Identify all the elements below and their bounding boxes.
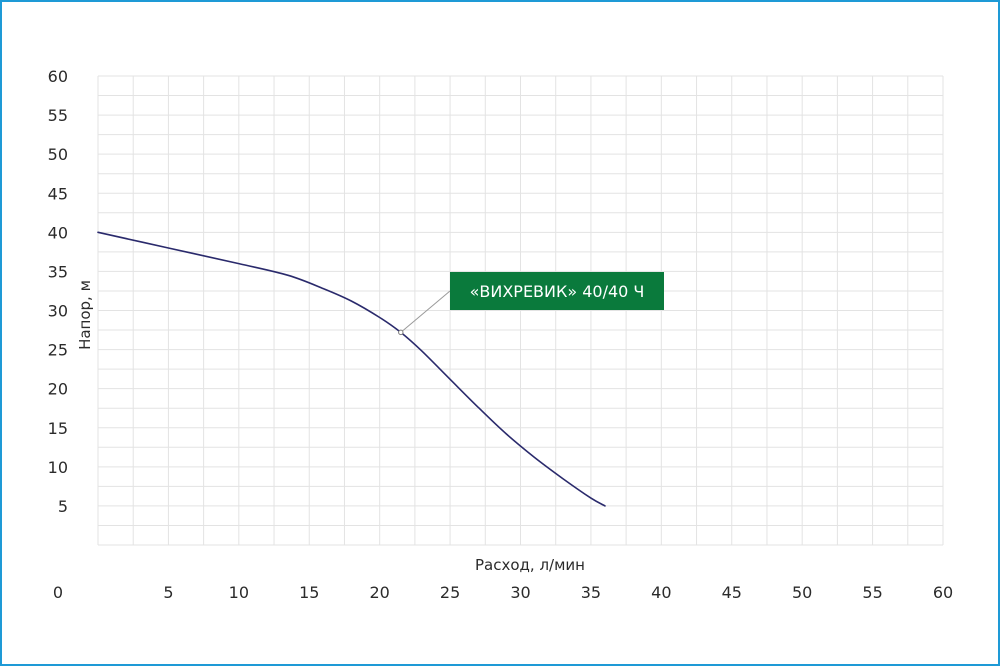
annotation-label: «ВИХРЕВИК» 40/40 Ч <box>470 282 645 301</box>
annotation-leader-line <box>400 290 451 333</box>
series-point <box>604 505 606 507</box>
series-point <box>477 407 479 409</box>
x-tick-label: 40 <box>651 583 671 602</box>
y-tick-label: 35 <box>48 262 68 281</box>
x-tick-label: 10 <box>229 583 249 602</box>
series-point <box>562 478 564 480</box>
x-tick-label: 15 <box>299 583 319 602</box>
y-tick-label: 30 <box>48 302 68 321</box>
series-point <box>238 263 240 265</box>
series-point <box>449 378 451 380</box>
x-tick-label: 25 <box>440 583 460 602</box>
y-axis-title: Напор, м <box>76 280 94 350</box>
y-tick-label: 20 <box>48 380 68 399</box>
y-tick-label: 15 <box>48 419 68 438</box>
annotation-anchor-point <box>398 329 404 336</box>
x-tick-label: 45 <box>722 583 742 602</box>
grid <box>97 75 944 546</box>
x-tick-label: 0 <box>53 583 63 602</box>
x-tick-label: 55 <box>862 583 882 602</box>
x-axis-title: Расход, л/мин <box>475 556 585 574</box>
y-tick-label: 55 <box>48 106 68 125</box>
series-point <box>351 300 353 302</box>
x-tick-label: 60 <box>933 583 953 602</box>
y-tick-label: 5 <box>58 497 68 516</box>
series-point <box>97 232 99 234</box>
x-tick-label: 35 <box>581 583 601 602</box>
series-point <box>421 350 423 352</box>
y-tick-label: 60 <box>48 67 68 86</box>
series-point <box>506 433 508 435</box>
x-tick-label: 5 <box>163 583 173 602</box>
x-tick-label: 30 <box>510 583 530 602</box>
series-point <box>379 317 381 319</box>
y-tick-labels: 5 10 15 20 25 30 35 40 45 50 55 60 <box>48 67 68 516</box>
y-tick-label: 45 <box>48 184 68 203</box>
y-tick-label: 50 <box>48 145 68 164</box>
series-point <box>534 457 536 459</box>
series-point <box>287 275 289 277</box>
annotation-box <box>450 272 664 310</box>
x-tick-labels: 0 5 10 15 20 25 30 35 40 45 50 55 60 <box>53 583 953 602</box>
y-tick-label: 25 <box>48 341 68 360</box>
series-point <box>168 247 170 249</box>
x-tick-label: 50 <box>792 583 812 602</box>
y-tick-label: 40 <box>48 223 68 242</box>
series-line <box>97 231 606 507</box>
series-point <box>590 497 592 499</box>
x-tick-label: 20 <box>369 583 389 602</box>
y-tick-label: 10 <box>48 458 68 477</box>
series-point <box>323 288 325 290</box>
